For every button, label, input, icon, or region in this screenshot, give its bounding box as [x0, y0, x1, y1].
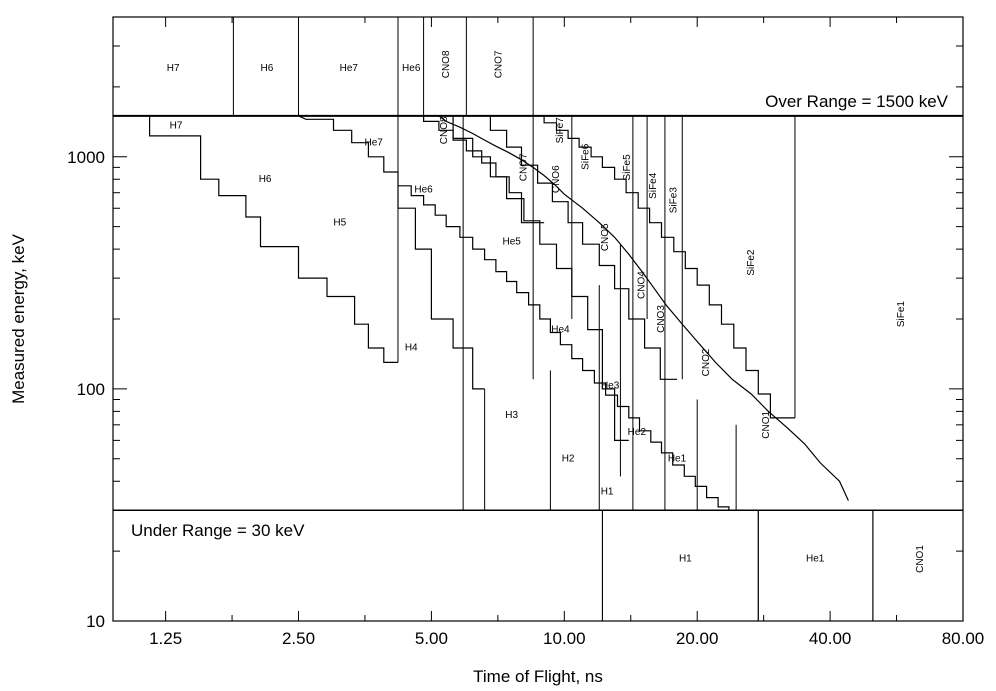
- x-tick-label: 80.00: [942, 629, 985, 648]
- region-label-sife7: SiFe7: [555, 117, 566, 144]
- over-range-annotation: Over Range = 1500 keV: [765, 92, 949, 111]
- boundary-line-5: [398, 185, 775, 511]
- under-range-annotation: Under Range = 30 keV: [131, 521, 305, 540]
- boundary-line-4: [423, 115, 849, 501]
- region-label-h5: H5: [333, 217, 346, 228]
- region-label-cno7: CNO7: [519, 153, 530, 181]
- x-tick-label: 5.00: [415, 629, 448, 648]
- region-label-h1: H1: [679, 554, 692, 565]
- boundary-line-6: [431, 115, 629, 441]
- x-tick-label: 10.00: [543, 629, 586, 648]
- region-label-he3: He3: [601, 381, 620, 392]
- y-tick-label: 1000: [67, 148, 105, 167]
- x-axis-label: Time of Flight, ns: [473, 667, 603, 686]
- region-label-sife4: SiFe4: [648, 172, 659, 199]
- x-tick-label: 1.25: [149, 629, 182, 648]
- y-tick-label: 10: [86, 612, 105, 631]
- region-label-h2: H2: [562, 453, 575, 464]
- region-label-sife1: SiFe1: [896, 301, 907, 328]
- y-tick-label: 100: [77, 380, 105, 399]
- boundary-line-3: [398, 115, 545, 224]
- region-label-cno1: CNO1: [761, 411, 772, 439]
- boundary-line-8: [533, 115, 795, 419]
- region-label-he4: He4: [551, 324, 570, 335]
- boundary-line-7: [472, 115, 677, 380]
- region-label-h7: H7: [170, 120, 183, 131]
- region-label-he2: He2: [628, 427, 647, 438]
- region-label-he6: He6: [414, 185, 433, 196]
- region-label-h3: H3: [505, 410, 518, 421]
- region-label-sife6: SiFe6: [581, 143, 592, 170]
- boundary-line-2: [298, 115, 485, 390]
- x-tick-label: 2.50: [282, 629, 315, 648]
- region-label-he1: He1: [806, 554, 825, 565]
- region-label-cno8: CNO8: [441, 50, 452, 78]
- x-tick-label: 40.00: [809, 629, 852, 648]
- region-label-he6: He6: [402, 63, 421, 74]
- plot-frame: [112, 16, 964, 622]
- region-label-h6: H6: [261, 63, 274, 74]
- region-label-he7: He7: [340, 63, 359, 74]
- region-label-cno3: CNO3: [656, 305, 667, 333]
- region-label-sife2: SiFe2: [746, 249, 757, 276]
- region-label-cno7: CNO7: [493, 50, 504, 78]
- region-label-he1: He1: [668, 453, 687, 464]
- boundary-line-1: [149, 115, 398, 363]
- region-label-h4: H4: [405, 343, 418, 354]
- x-tick-label: 20.00: [676, 629, 719, 648]
- region-boundaries: [113, 17, 963, 621]
- region-label-he7: He7: [365, 137, 384, 148]
- region-label-sife5: SiFe5: [622, 154, 633, 181]
- y-axis-label: Measured energy, keV: [9, 233, 28, 403]
- region-labels: H7 H6 He7 He6 CNO8 CNO7 H7 H6 H5 H4 H3 H2 H1 He7 He6 He…: [167, 50, 926, 573]
- region-label-h6: H6: [259, 174, 272, 185]
- region-label-sife3: SiFe3: [668, 187, 679, 214]
- region-label-cno2: CNO2: [701, 348, 712, 376]
- region-label-cno6: CNO6: [551, 165, 562, 193]
- region-label-cno5: CNO5: [600, 223, 611, 251]
- region-label-h7: H7: [167, 63, 180, 74]
- region-label-he5: He5: [503, 236, 522, 247]
- region-label-cno8: CNO8: [439, 116, 450, 144]
- axes: 1.25 2.50 5.00 10.00 20.00 40.00 80.00 10 100 100…: [67, 16, 985, 648]
- region-label-h1: H1: [601, 487, 614, 498]
- region-label-cno4: CNO4: [637, 271, 648, 299]
- region-label-cno1: CNO1: [915, 545, 926, 573]
